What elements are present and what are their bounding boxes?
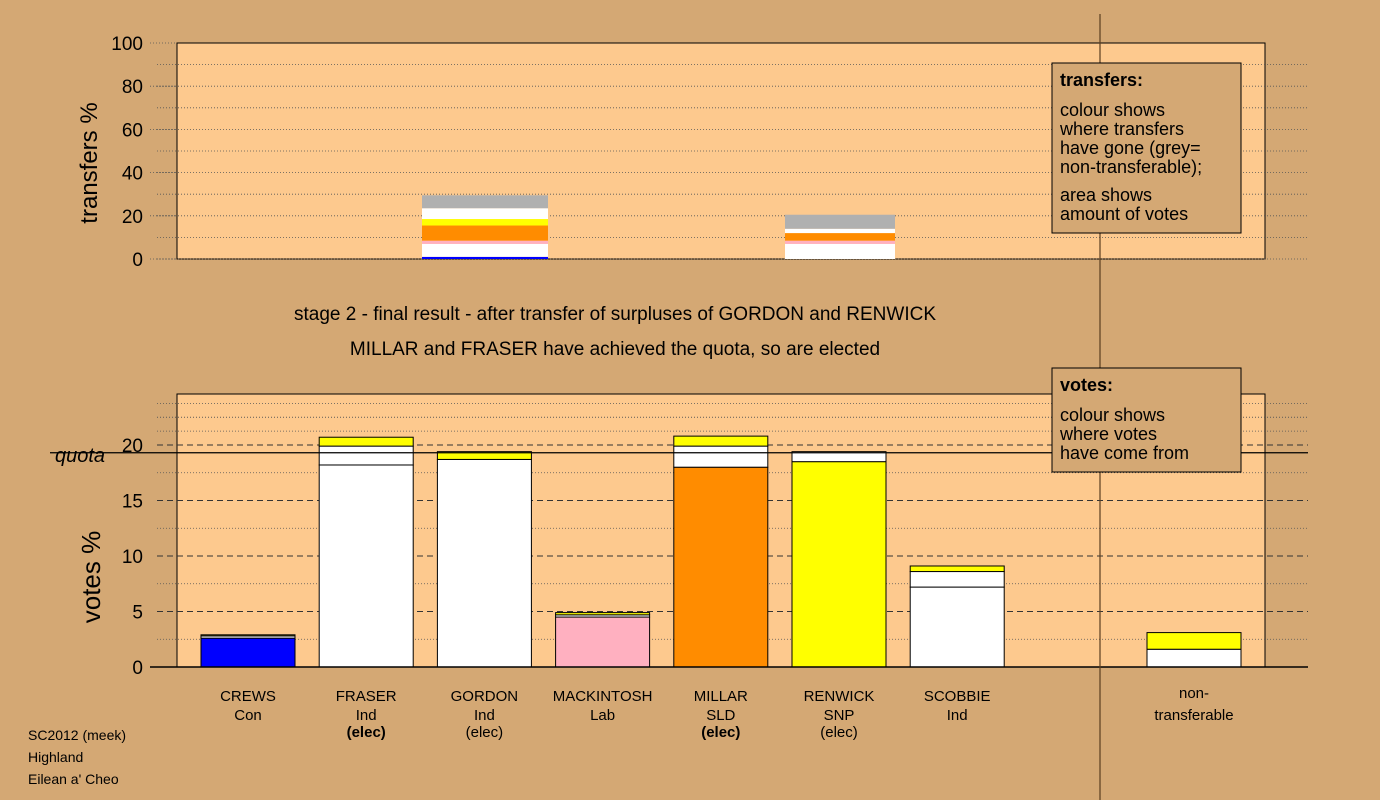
vote-segment: [673, 466, 769, 668]
candidate-name: FRASER: [336, 688, 397, 705]
votes-legend-line: where votes: [1059, 424, 1157, 444]
transfer-segment: [785, 233, 895, 241]
transfers-legend-line: non-transferable);: [1060, 157, 1202, 177]
stage-caption: stage 2 - final result - after transfer …: [294, 304, 936, 325]
votes-y-tick-label: 5: [132, 603, 143, 624]
candidate-status: (elec): [466, 724, 504, 741]
votes-legend-title: votes:: [1060, 375, 1113, 395]
transfers-y-tick-label: 100: [111, 34, 143, 55]
transfers-legend-line: have gone (grey=: [1060, 138, 1201, 158]
transfer-segment: [422, 225, 548, 241]
transfers-y-tick-label: 60: [122, 120, 143, 141]
votes-y-ticks: 0 5 10 15 20: [122, 436, 143, 679]
transfers-y-axis-label: transfers %: [76, 102, 103, 223]
candidate-party: Con: [234, 707, 262, 724]
candidate-name: CREWS: [220, 688, 276, 705]
votes-y-tick-label: 0: [132, 658, 143, 679]
candidate-party: Ind: [474, 707, 495, 724]
candidate-party: SNP: [824, 707, 855, 724]
non-transferable-label: non-: [1179, 685, 1209, 702]
vote-segment: [436, 451, 532, 460]
votes-legend-line: have come from: [1060, 443, 1189, 463]
transfers-legend-title: transfers:: [1060, 70, 1143, 90]
candidate-name: MACKINTOSH: [553, 688, 653, 705]
vote-segment: [318, 464, 414, 668]
candidate-name: MILLAR: [694, 688, 748, 705]
vote-segment: [673, 445, 769, 468]
candidate-status: (elec): [701, 724, 740, 741]
transfer-segment: [785, 243, 895, 259]
transfer-segment: [422, 195, 548, 209]
candidate-party: Ind: [947, 707, 968, 724]
transfer-segment: [422, 243, 548, 257]
vote-segment: [791, 451, 887, 463]
transfer-segment: [422, 208, 548, 220]
votes-legend: votes: colour shows where votes have com…: [1051, 367, 1242, 473]
elected-caption: MILLAR and FRASER have achieved the quot…: [350, 339, 880, 360]
transfer-segment: [785, 240, 895, 244]
transfers-y-tick-label: 80: [122, 77, 143, 98]
votes-bars: [200, 435, 1242, 668]
votes-y-tick-label: 10: [122, 547, 143, 568]
transfers-legend-line: amount of votes: [1060, 204, 1188, 224]
candidate-party: SLD: [706, 707, 735, 724]
vote-segment: [673, 435, 769, 447]
votes-y-tick-label: 15: [122, 492, 143, 513]
candidate-name: RENWICK: [804, 688, 875, 705]
vote-segment: [1146, 632, 1242, 650]
non-transferable-label: transferable: [1154, 707, 1233, 724]
transfers-y-ticks: 0 20 40 60 80 100: [111, 34, 177, 271]
candidate-labels: CREWSConFRASERInd(elec)GORDONInd(elec)MA…: [220, 685, 1234, 741]
vote-segment: [318, 436, 414, 447]
transfer-segment: [422, 219, 548, 226]
transfers-legend: transfers: colour shows where transfers …: [1051, 62, 1242, 234]
footer-council: Highland: [28, 749, 83, 765]
transfers-bars: [422, 195, 895, 259]
candidate-name: SCOBBIE: [924, 688, 991, 705]
vote-segment: [555, 612, 651, 616]
candidate-party: Ind: [356, 707, 377, 724]
vote-segment: [436, 458, 532, 668]
transfers-y-tick-label: 20: [122, 207, 143, 228]
candidate-party: Lab: [590, 707, 615, 724]
vote-segment: [318, 445, 414, 466]
vote-segment: [200, 634, 296, 637]
candidate-status: (elec): [347, 724, 386, 741]
vote-segment: [1146, 648, 1242, 668]
transfer-segment: [785, 228, 895, 234]
transfers-legend-line: where transfers: [1059, 119, 1184, 139]
votes-y-axis-label: votes %: [76, 531, 106, 624]
transfer-segment: [422, 240, 548, 244]
candidate-status: (elec): [820, 724, 858, 741]
transfers-y-tick-label: 40: [122, 164, 143, 185]
transfers-y-tick-label: 0: [132, 250, 143, 271]
footer-election: SC2012 (meek): [28, 727, 126, 743]
vote-segment: [909, 565, 1005, 573]
transfer-segment: [785, 214, 895, 229]
vote-segment: [909, 586, 1005, 668]
transfers-legend-line: area shows: [1060, 185, 1152, 205]
footer-ward: Eilean a' Cheo: [28, 771, 119, 787]
vote-segment: [200, 637, 296, 668]
transfer-segment: [422, 256, 548, 259]
vote-segment: [791, 461, 887, 668]
vote-segment: [555, 616, 651, 668]
votes-y-tick-label: 20: [122, 436, 143, 457]
quota-label: quota: [55, 445, 105, 467]
votes-legend-line: colour shows: [1060, 405, 1165, 425]
transfers-legend-line: colour shows: [1060, 100, 1165, 120]
vote-segment: [909, 571, 1005, 588]
candidate-name: GORDON: [451, 688, 519, 705]
